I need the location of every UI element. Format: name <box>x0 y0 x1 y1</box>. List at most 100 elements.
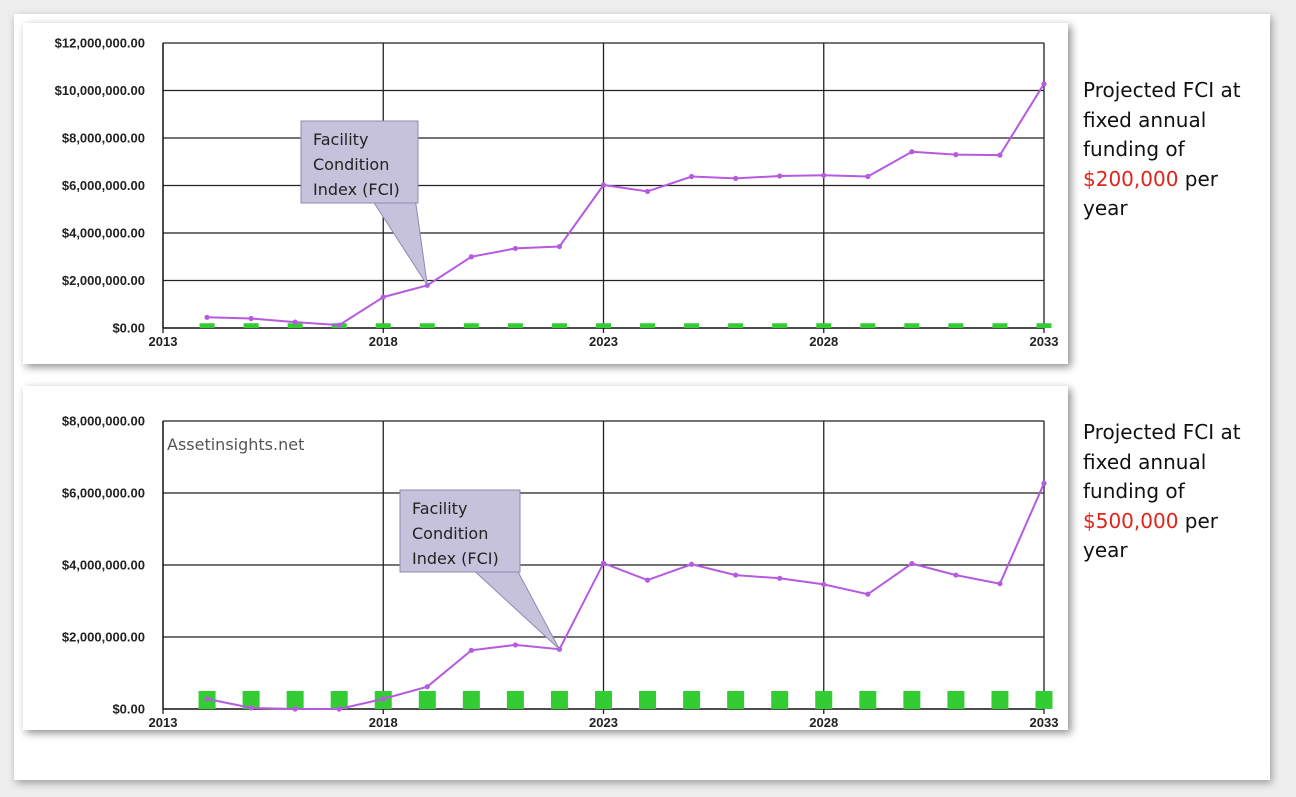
chart-panel-fixed-200k: $0.00 $2,000,000.00 $4,000,000.00 $6,000,00… <box>23 23 1068 364</box>
callout-label: Condition <box>313 155 389 174</box>
x-tick-label: 2023 <box>589 334 618 349</box>
funding-bar <box>903 691 921 709</box>
fci-data-point <box>556 243 563 250</box>
funding-bar <box>463 323 479 328</box>
funding-bar <box>771 691 789 709</box>
callout-box <box>300 120 419 204</box>
funding-bar <box>507 323 523 328</box>
callout-label: Facility <box>313 130 368 149</box>
fci-data-point <box>997 581 1003 587</box>
fci-data-point <box>777 575 783 581</box>
fci-data-point <box>733 175 739 181</box>
fci-data-point <box>821 581 827 588</box>
fci-data-point <box>512 245 518 252</box>
note-text: Projected FCI at fixed annual funding of <box>1083 78 1241 161</box>
funding-bar <box>639 691 657 709</box>
fci-data-point <box>865 591 871 597</box>
callout-box <box>399 489 521 573</box>
funding-bar <box>640 323 656 328</box>
funding-bar <box>859 691 877 709</box>
funding-bar <box>815 691 833 709</box>
y-tick-label: $10,000,000.00 <box>55 83 145 98</box>
fci-data-point <box>953 572 959 578</box>
fci-data-point <box>997 152 1003 158</box>
y-tick-label: $2,000,000.00 <box>62 630 145 645</box>
funding-bar <box>1035 691 1053 709</box>
funding-bar <box>727 691 745 709</box>
fci-data-point <box>689 173 695 180</box>
y-tick-label: $8,000,000.00 <box>62 131 145 146</box>
fci-data-point <box>292 706 298 712</box>
y-tick-label: $6,000,000.00 <box>62 178 145 193</box>
fci-data-point <box>1041 480 1047 486</box>
fci-data-point <box>204 696 210 702</box>
funding-bar <box>419 323 435 328</box>
funding-bar <box>462 691 480 709</box>
y-tick-label: $0.00 <box>112 321 145 336</box>
funding-bar <box>1036 323 1052 328</box>
funding-bar <box>991 691 1009 709</box>
funding-note-200k: Projected FCI at fixed annual funding of… <box>1083 76 1253 224</box>
fci-data-point <box>689 561 695 567</box>
x-tick-label: 2033 <box>1030 715 1059 730</box>
callout-label: Condition <box>412 524 488 543</box>
fci-data-point <box>909 149 915 155</box>
funding-bar <box>992 323 1008 328</box>
funding-bar <box>684 323 700 328</box>
fci-data-point <box>644 188 651 195</box>
funding-note-500k: Projected FCI at fixed annual funding of… <box>1083 418 1253 566</box>
funding-bar <box>596 323 611 328</box>
fci-data-point <box>733 572 739 578</box>
funding-bar <box>550 691 568 709</box>
fci-data-point <box>468 647 474 653</box>
y-tick-label: $4,000,000.00 <box>62 558 145 573</box>
funding-bar <box>772 323 788 328</box>
y-tick-label: $8,000,000.00 <box>62 414 145 429</box>
fci-data-point <box>336 706 342 712</box>
funding-bar <box>243 323 259 328</box>
funding-bar <box>506 691 524 709</box>
callout-pointer <box>372 201 428 286</box>
fci-data-point <box>248 705 254 711</box>
x-tick-label: 2018 <box>369 715 398 730</box>
fci-data-point <box>777 173 783 179</box>
funding-bar <box>860 323 876 328</box>
fci-series-line <box>206 482 1045 710</box>
fci-data-point <box>644 577 651 583</box>
callout-label: Facility <box>412 499 467 518</box>
y-tick-label: $0.00 <box>112 702 145 717</box>
x-tick-label: 2023 <box>589 715 618 730</box>
x-tick-label: 2028 <box>809 715 838 730</box>
funding-amount: $500,000 <box>1083 508 1179 533</box>
funding-bar <box>947 691 965 709</box>
fci-data-point <box>292 319 298 325</box>
funding-bar <box>286 691 304 709</box>
funding-bar <box>948 323 964 328</box>
funding-bar <box>683 691 701 709</box>
x-tick-label: 2013 <box>149 715 178 730</box>
funding-bar <box>816 323 832 328</box>
fci-data-point <box>1041 81 1047 87</box>
fci-chart-200k: $0.00 $2,000,000.00 $4,000,000.00 $6,000,00… <box>55 36 1059 350</box>
fci-data-point <box>865 173 871 180</box>
watermark-text: Assetinsights.net <box>167 435 304 454</box>
x-tick-label: 2033 <box>1030 334 1059 349</box>
fci-data-point <box>600 560 607 566</box>
x-tick-label: 2013 <box>149 334 178 349</box>
note-text-suffix: per year <box>1083 166 1219 221</box>
y-tick-label: $12,000,000.00 <box>55 36 145 51</box>
fci-data-point <box>248 315 254 322</box>
x-tick-label: 2028 <box>809 334 838 349</box>
fci-data-point <box>600 182 607 188</box>
funding-bar <box>375 323 391 328</box>
x-tick-label: 2018 <box>369 334 398 349</box>
fci-data-point <box>909 560 915 567</box>
funding-bar <box>551 323 567 328</box>
y-tick-label: $4,000,000.00 <box>62 226 145 241</box>
funding-bar <box>595 691 612 709</box>
fci-data-point <box>468 254 474 260</box>
y-tick-label: $6,000,000.00 <box>62 486 145 501</box>
chart-panel-fixed-500k: $0.00 $2,000,000.00 $4,000,000.00 $6,000,00… <box>23 386 1068 730</box>
note-text-suffix: per year <box>1083 508 1219 563</box>
fci-series-line <box>207 83 1045 327</box>
